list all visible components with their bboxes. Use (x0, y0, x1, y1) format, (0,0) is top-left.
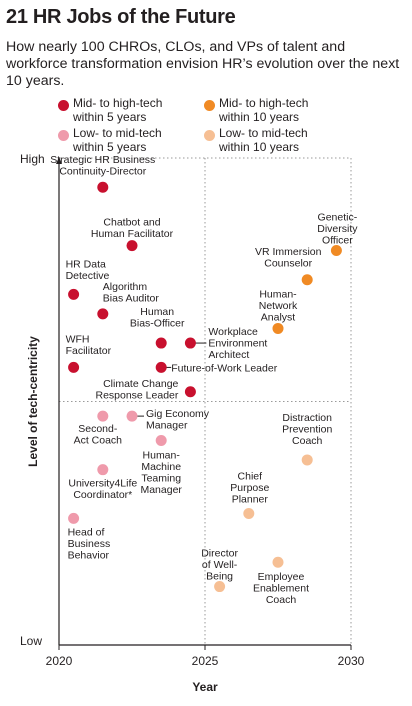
x-tick-label-2020: 2020 (46, 654, 73, 668)
point-4 (155, 337, 167, 349)
point-12 (97, 464, 109, 476)
point-18 (243, 508, 255, 520)
legend-marker-0 (58, 100, 69, 111)
point-label-2: HR Data Detective (66, 258, 110, 282)
legend-marker-1 (58, 130, 69, 141)
point-label-12: University4Life Coordinator* (68, 478, 137, 502)
point-label-13: Head of Business Behavior (68, 526, 111, 561)
point-label-19: Employee Enablement Coach (253, 571, 309, 606)
point-3 (97, 308, 109, 320)
y-axis-arrow (56, 157, 62, 164)
x-axis-title: Year (192, 680, 218, 694)
point-label-7: Future-of-Work Leader (171, 362, 278, 374)
point-label-9: Second-Act Coach (74, 423, 123, 447)
y-tick-label-high: High (20, 152, 45, 166)
legend-label-2: Mid- to high-tech within 10 years (219, 96, 309, 124)
point-label-17: Distraction Prevention Coach (282, 412, 332, 447)
x-tick-label-2025: 2025 (192, 654, 219, 668)
chart-subtitle: How nearly 100 CHROs, CLOs, and VPs of t… (6, 39, 400, 89)
legend-marker-2 (204, 100, 215, 111)
point-label-11: Human-Machine Teaming Manager (140, 449, 182, 496)
legend-marker-3 (204, 130, 215, 141)
point-0 (97, 181, 109, 193)
point-label-0: Strategic HR Business Continuity-Director (50, 154, 155, 178)
point-8 (184, 386, 196, 398)
x-tick-label-2030: 2030 (338, 654, 365, 668)
point-15 (301, 274, 313, 286)
point-11 (155, 434, 167, 446)
legend-label-0: Mid- to high-tech within 5 years (73, 96, 163, 124)
legend-label-1: Low- to mid-tech within 5 years (73, 126, 162, 154)
point-14 (330, 245, 342, 257)
point-19 (272, 556, 284, 568)
point-13 (68, 512, 80, 524)
point-label-16: Human-Network Analyst (259, 288, 298, 323)
point-5 (184, 337, 196, 349)
point-label-5: Workplace Environment Architect (208, 326, 267, 361)
point-7 (155, 361, 167, 373)
point-label-18: Chief Purpose Planner (230, 471, 269, 506)
point-20 (214, 581, 226, 593)
point-10 (126, 410, 138, 422)
legend-label-3: Low- to mid-tech within 10 years (219, 126, 308, 154)
point-17 (301, 454, 313, 466)
point-label-8: Climate Change Response Leader (95, 378, 178, 402)
point-label-3: Algorithm Bias Auditor (103, 281, 160, 305)
point-6 (68, 361, 80, 373)
chart-title: 21 HR Jobs of the Future (6, 6, 236, 28)
point-1 (126, 240, 138, 252)
point-label-1: Chatbot and Human Facilitator (91, 217, 174, 241)
point-16 (272, 322, 284, 334)
point-label-10: Gig Economy Manager (146, 408, 210, 432)
point-2 (68, 288, 80, 300)
point-label-20: Director of Well-Being (201, 548, 238, 583)
y-axis-title: Level of tech-centricity (26, 336, 40, 467)
point-label-14: Genetic-Diversity Officer (317, 212, 358, 247)
point-label-15: VR Immersion Counselor (255, 246, 322, 270)
point-9 (97, 410, 109, 422)
point-label-4: Human Bias-Officer (130, 306, 185, 330)
point-label-6: WFH Facilitator (66, 333, 112, 357)
y-tick-label-low: Low (20, 634, 42, 648)
